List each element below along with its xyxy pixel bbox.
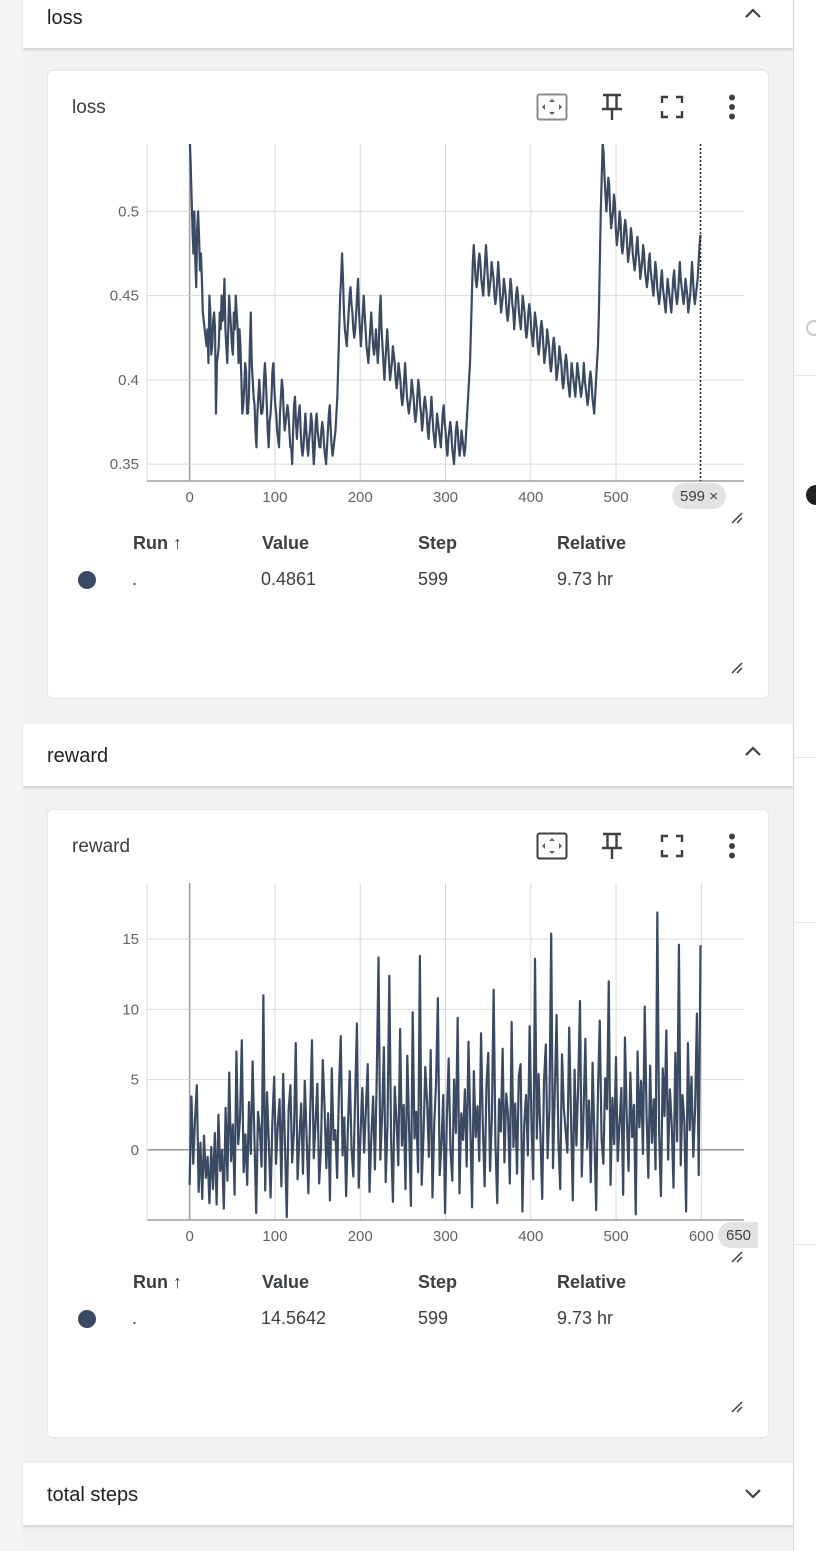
fit-domain-icon <box>536 832 568 860</box>
resize-handle-icon[interactable] <box>730 1250 744 1264</box>
fullscreen-button[interactable] <box>656 830 688 862</box>
section-header-reward[interactable]: reward <box>23 724 793 786</box>
panel-divider <box>794 757 816 758</box>
column-header-value[interactable]: Value <box>262 533 310 553</box>
x-tick-label: 400 <box>518 1228 543 1245</box>
panel-divider <box>794 375 816 376</box>
x-tick-label: 300 <box>433 1228 458 1245</box>
loss-chart[interactable]: 0 100 200 300 400 500 0.35 0.4 0.45 0.5 <box>48 71 770 541</box>
pin-button[interactable] <box>596 830 628 862</box>
chart-card-loss: loss 0 100 200 300 400 500 0.35 0.4 0.45 0.5 599 … <box>47 70 769 699</box>
run-name: . <box>132 1308 138 1328</box>
pin-button[interactable] <box>596 91 628 123</box>
x-tick-label: 500 <box>604 489 629 506</box>
run-color-dot <box>78 1310 96 1328</box>
y-tick-label: 0.4 <box>118 372 139 389</box>
chart-card-reward: reward 0 100 200 300 400 500 600 0 5 10 15 650 <box>47 809 769 1438</box>
chevron-up-icon[interactable] <box>743 4 763 24</box>
series-line[interactable] <box>188 136 702 466</box>
resize-handle-icon[interactable] <box>730 1400 744 1414</box>
value-cell: 0.4861 <box>261 569 317 589</box>
y-tick-label: 0 <box>131 1142 139 1159</box>
y-tick-label: 5 <box>131 1072 139 1089</box>
column-header-relative[interactable]: Relative <box>557 1272 627 1292</box>
column-header-value[interactable]: Value <box>262 1272 310 1292</box>
x-tick-label: 200 <box>348 1228 373 1245</box>
x-tick-label: 100 <box>262 489 287 506</box>
more-vert-icon <box>729 94 735 120</box>
section-header-total-steps[interactable]: total steps <box>23 1463 793 1525</box>
relative-cell: 9.73 hr <box>557 1308 614 1328</box>
x-tick-label: 200 <box>348 489 373 506</box>
fit-domain-button[interactable] <box>536 830 568 862</box>
resize-handle-icon[interactable] <box>730 511 744 525</box>
x-tick-label: 600 <box>689 1228 714 1245</box>
fit-domain-icon <box>536 93 568 121</box>
fullscreen-button[interactable] <box>656 91 688 123</box>
fit-domain-button[interactable] <box>536 91 568 123</box>
run-color-dot[interactable] <box>806 485 816 505</box>
x-tick-label: 0 <box>185 1228 193 1245</box>
more-vert-icon <box>729 833 735 859</box>
fullscreen-icon <box>660 834 684 858</box>
column-header-relative[interactable]: Relative <box>557 533 627 553</box>
pin-icon <box>602 93 622 120</box>
right-side-panel <box>793 0 816 1551</box>
y-tick-label: 0.5 <box>118 203 139 220</box>
x-tick-label: 300 <box>433 489 458 506</box>
value-cell: 14.5642 <box>261 1308 327 1328</box>
radio-circle-icon[interactable] <box>806 320 816 336</box>
x-axis-overflow-chip: 650 <box>718 1222 758 1248</box>
resize-handle-icon[interactable] <box>730 661 744 675</box>
run-name: . <box>132 569 138 589</box>
chevron-down-icon[interactable] <box>743 1483 763 1503</box>
column-header-step[interactable]: Step <box>418 1272 458 1292</box>
run-color-dot <box>78 571 96 589</box>
x-tick-label: 400 <box>518 489 543 506</box>
section-title: reward <box>47 745 109 767</box>
more-options-button[interactable] <box>716 91 748 123</box>
panel-divider <box>794 922 816 923</box>
chevron-up-icon[interactable] <box>743 742 763 762</box>
card-title: reward <box>72 836 131 857</box>
step-cell: 599 <box>418 569 449 589</box>
x-tick-label: 0 <box>185 489 193 506</box>
x-tick-label: 100 <box>262 1228 287 1245</box>
y-tick-label: 10 <box>122 1001 139 1018</box>
section-header-loss[interactable]: loss <box>23 0 793 48</box>
selected-step-label: 599 × <box>680 487 718 505</box>
selected-step-chip[interactable]: 599 × <box>672 483 726 509</box>
section-title: loss <box>47 7 83 29</box>
pin-icon <box>602 832 622 859</box>
column-header-run[interactable]: Run ↑ <box>133 533 182 553</box>
panel-divider <box>794 1244 816 1245</box>
column-header-step[interactable]: Step <box>418 533 458 553</box>
y-tick-label: 15 <box>122 931 139 948</box>
column-header-run[interactable]: Run ↑ <box>133 1272 182 1292</box>
y-tick-label: 0.45 <box>110 288 139 305</box>
x-axis-partial-label: 650 <box>726 1226 752 1244</box>
series-line[interactable] <box>188 911 702 1219</box>
step-cell: 599 <box>418 1308 449 1328</box>
more-options-button[interactable] <box>716 830 748 862</box>
section-title: total steps <box>47 1484 139 1506</box>
y-tick-label: 0.35 <box>110 456 139 473</box>
relative-cell: 9.73 hr <box>557 569 614 589</box>
card-title: loss <box>72 97 106 118</box>
fullscreen-icon <box>660 95 684 119</box>
reward-chart[interactable]: 0 100 200 300 400 500 600 0 5 10 15 <box>48 810 770 1280</box>
x-tick-label: 500 <box>604 1228 629 1245</box>
